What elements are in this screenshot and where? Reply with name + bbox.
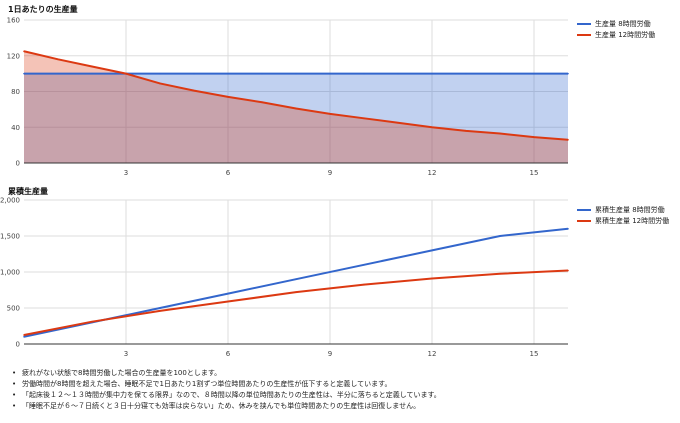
x-tick-label: 12 (428, 350, 437, 358)
data-point (295, 291, 297, 293)
data-point (23, 336, 25, 338)
data-point (397, 121, 399, 124)
y-tick-label: 120 (7, 52, 20, 60)
data-point (533, 136, 535, 138)
data-point (567, 228, 569, 230)
y-tick-label: 1,500 (0, 233, 20, 241)
data-point (23, 72, 25, 75)
x-tick-label: 15 (530, 169, 539, 177)
chart-2-legend: 累積生産量 8時間労働 累積生産量 12時間労働 (577, 204, 669, 226)
x-tick-label: 12 (428, 169, 437, 177)
data-point (465, 72, 467, 75)
legend-label: 生産量 12時間労働 (595, 30, 656, 39)
chart-2-title: 累積生産量 (8, 187, 48, 196)
data-point (91, 320, 93, 323)
data-point (23, 50, 25, 53)
data-point (363, 283, 365, 286)
data-point (159, 307, 161, 309)
legend-swatch-red (577, 219, 591, 222)
y-tick-label: 80 (11, 88, 20, 96)
data-point (567, 138, 569, 141)
legend-swatch-blue (577, 208, 591, 211)
data-point (431, 277, 433, 280)
data-point (499, 72, 501, 75)
data-point (397, 72, 399, 75)
data-point (465, 130, 467, 132)
legend-swatch-blue (577, 22, 591, 25)
data-point (159, 72, 161, 75)
x-tick-label: 6 (226, 350, 231, 358)
data-point (57, 72, 59, 75)
data-point (567, 269, 569, 272)
data-point (227, 72, 229, 75)
y-tick-label: 0 (16, 341, 20, 349)
data-point (329, 113, 331, 115)
daily-production-chart: 0 40 80 120 160 3 6 9 12 15 (7, 17, 569, 177)
chart-1-legend: 生産量 8時間労働 生産量 12時間労働 (577, 18, 655, 40)
data-point (261, 72, 263, 75)
data-point (227, 300, 229, 303)
data-point (567, 72, 569, 75)
y-tick-label: 500 (7, 305, 20, 313)
data-point (363, 117, 365, 120)
data-point (329, 72, 331, 75)
chart-1-title: 1日あたりの生産量 (8, 5, 78, 14)
data-point (295, 72, 297, 75)
data-point (499, 273, 501, 275)
legend-label: 累積生産量 12時間労働 (595, 216, 670, 225)
data-point (159, 310, 161, 312)
x-tick-label: 3 (124, 169, 128, 177)
data-point (431, 126, 433, 129)
data-point (91, 72, 93, 75)
legend-swatch-red (577, 33, 591, 36)
series-line (23, 269, 569, 336)
data-point (261, 101, 263, 104)
data-point (431, 249, 433, 252)
data-point (57, 58, 59, 61)
data-point (499, 235, 501, 237)
legend-label: 生産量 8時間労働 (595, 19, 651, 28)
x-tick-label: 6 (226, 169, 231, 177)
legend-item: 累積生産量 12時間労働 (577, 215, 669, 226)
data-point (193, 89, 195, 92)
data-point (23, 334, 25, 336)
legend-label: 累積生産量 8時間労働 (595, 205, 665, 214)
y-tick-label: 1,000 (0, 269, 20, 277)
data-point (91, 65, 93, 68)
y-tick-label: 160 (7, 17, 20, 25)
data-point (295, 278, 297, 280)
data-point (227, 292, 229, 295)
cumulative-production-chart: 0 500 1,000 1,500 2,000 3 6 9 12 15 (0, 197, 569, 358)
legend-item: 生産量 12時間労働 (577, 29, 655, 40)
note-item: 「起床後１２～１３時間が集中力を保てる限界」なので、８時間以降の単位時間あたりの… (12, 390, 441, 401)
data-point (193, 72, 195, 75)
data-point (363, 264, 365, 266)
data-point (159, 82, 161, 85)
x-tick-label: 15 (530, 350, 539, 358)
series-line (23, 227, 569, 338)
x-tick-label: 9 (328, 350, 332, 358)
data-point (227, 96, 229, 98)
x-tick-label: 9 (328, 169, 332, 177)
y-tick-label: 0 (16, 160, 20, 168)
note-item: 「睡眠不足が６～７日続くと３日十分寝ても効率は戻らない」ため、休みを挟んでも単位… (12, 401, 441, 412)
x-tick-label: 3 (124, 350, 128, 358)
legend-item: 累積生産量 8時間労働 (577, 204, 669, 215)
y-tick-label: 40 (11, 124, 20, 132)
data-point (499, 132, 501, 135)
data-point (295, 107, 297, 110)
y-tick-label: 2,000 (0, 197, 20, 205)
note-item: 疲れがない状態で8時間労働した場合の生産量を100とします。 (12, 368, 441, 379)
note-item: 労働時間が8時間を超えた場合、睡眠不足で1日あたり1割ずつ単位時間あたりの生産性… (12, 379, 441, 390)
series-area (24, 73, 568, 163)
data-point (125, 72, 127, 75)
data-point (431, 72, 433, 75)
notes-list: 疲れがない状態で8時間労働した場合の生産量を100とします。 労働時間が8時間を… (12, 368, 441, 412)
data-point (363, 72, 365, 75)
legend-item: 生産量 8時間労働 (577, 18, 655, 29)
series-area (24, 51, 568, 163)
data-point (533, 72, 535, 75)
